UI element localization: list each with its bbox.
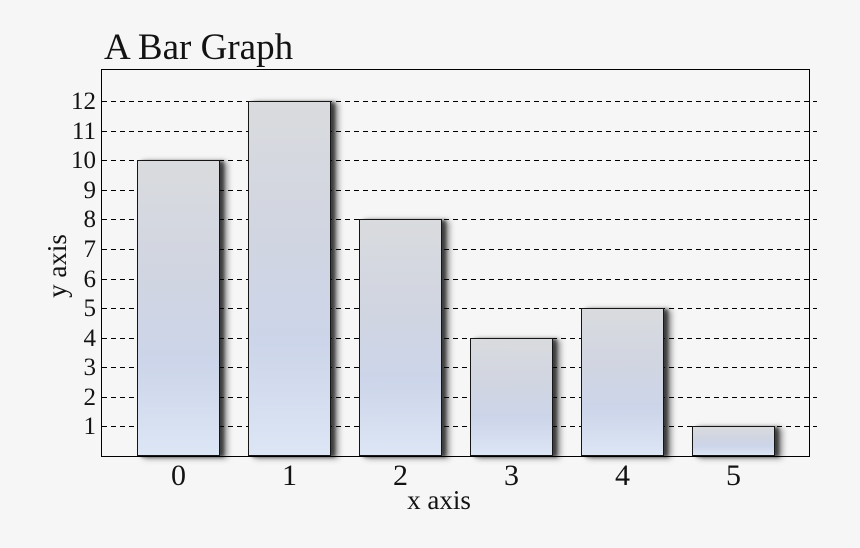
gridline — [102, 248, 817, 250]
x-tick-label: 3 — [504, 459, 519, 492]
gridline — [102, 278, 817, 280]
gridline — [102, 396, 817, 398]
y-tick-label: 11 — [71, 117, 96, 145]
y-tick-label: 2 — [83, 383, 97, 411]
gridline — [102, 426, 817, 428]
y-tick-label: 10 — [71, 147, 96, 175]
chart-title: A Bar Graph — [104, 27, 294, 68]
y-tick-label: 8 — [83, 206, 97, 234]
bar — [137, 160, 220, 456]
gridline — [102, 160, 817, 162]
gridline — [102, 337, 817, 339]
y-tick-label: 1 — [83, 413, 97, 441]
bar — [470, 337, 553, 456]
y-tick-label: 7 — [83, 235, 97, 263]
x-tick-label: 4 — [615, 459, 630, 492]
gridline — [102, 130, 817, 132]
bar — [692, 426, 775, 456]
y-tick-label: 6 — [83, 265, 97, 293]
gridline — [102, 308, 817, 310]
x-tick-label: 5 — [726, 459, 741, 492]
x-tick-label: 1 — [282, 459, 297, 492]
y-tick-label: 4 — [83, 324, 97, 352]
x-tick-label: 0 — [171, 459, 186, 492]
x-axis-label: x axis — [407, 485, 471, 515]
gridline — [102, 367, 817, 369]
bar — [248, 101, 331, 456]
y-tick-label: 12 — [71, 88, 96, 116]
y-tick-label: 9 — [83, 176, 97, 204]
x-tick-label: 2 — [393, 459, 408, 492]
plot-area — [101, 69, 817, 457]
y-tick-label: 5 — [83, 295, 97, 323]
gridline — [102, 219, 817, 221]
bar — [581, 308, 664, 456]
y-tick-label: 3 — [83, 354, 97, 382]
gridline — [102, 189, 817, 191]
bar — [359, 219, 442, 456]
gridline — [102, 101, 817, 103]
